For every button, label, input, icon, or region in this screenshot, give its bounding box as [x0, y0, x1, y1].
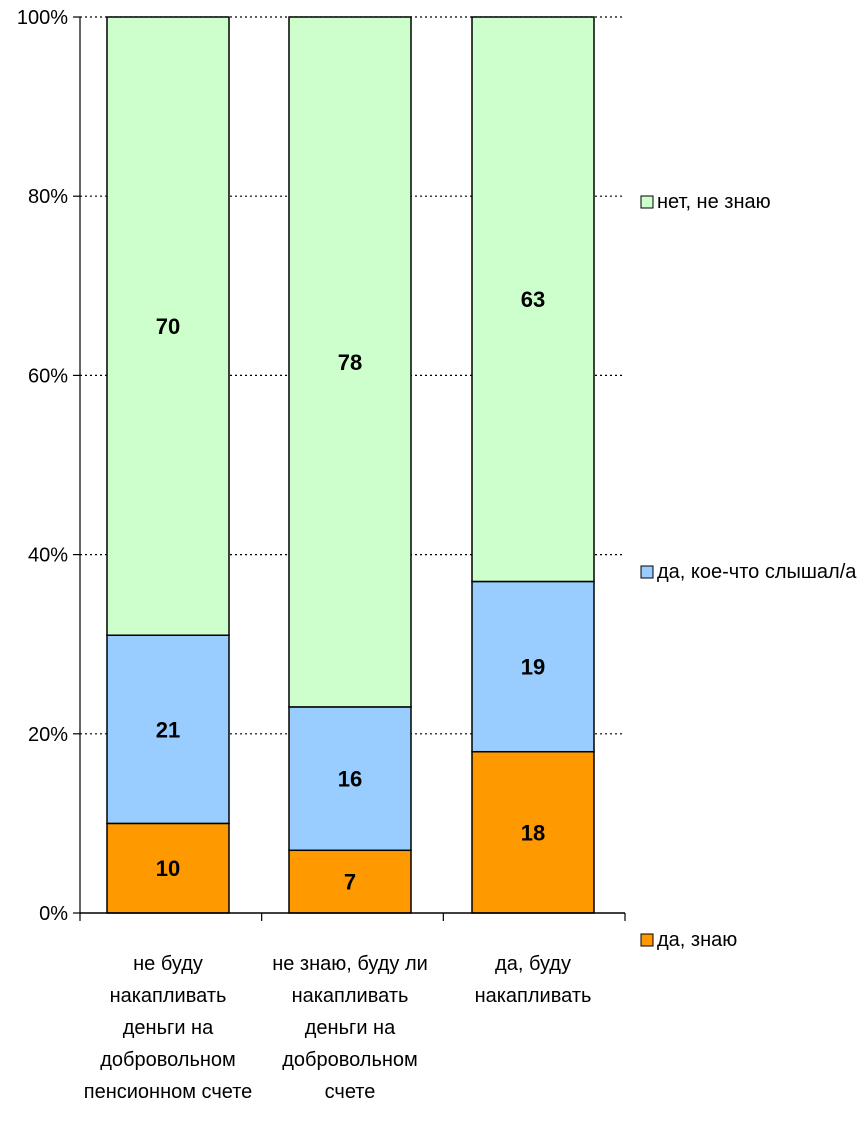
y-tick-label: 0%	[39, 903, 68, 925]
bar-segment-3-2	[288, 16, 412, 708]
data-label: 21	[156, 717, 180, 742]
bar-segment-2-3	[471, 580, 595, 753]
y-tick-label: 40%	[28, 545, 68, 567]
bars: 10 7 18 21 16 19 70 78 63	[106, 16, 595, 914]
legend-swatch	[640, 565, 654, 579]
axes: 0% 20% 40% 60% 80% 100% не буду накапливать день…	[17, 7, 626, 1103]
data-label: 19	[521, 655, 545, 680]
bar-segment-1-1	[106, 822, 230, 914]
x-category-label: да, буду накапливать	[475, 953, 592, 1007]
data-label: 63	[521, 287, 545, 312]
x-category-label: не знаю, буду ли накапливать деньги на добр…	[272, 953, 428, 1103]
data-label: 18	[521, 820, 545, 845]
legend-label: да, знаю	[657, 929, 737, 951]
data-label: 10	[156, 856, 180, 881]
legend: нет, не знаю да, кое-что слышал/а да, знаю	[640, 191, 857, 951]
y-tick-label: 80%	[28, 186, 68, 208]
data-label: 70	[156, 314, 180, 339]
bar-segment-1-3	[471, 750, 595, 914]
x-category-label: не буду накапливать деньги на добровольном п…	[84, 953, 253, 1103]
y-tick-label: 20%	[28, 724, 68, 746]
legend-label: нет, не знаю	[657, 191, 771, 213]
legend-swatch	[640, 195, 654, 209]
legend-swatch	[640, 933, 654, 947]
bar-segment-3-1	[106, 16, 230, 636]
data-label: 78	[338, 350, 362, 375]
bar-segment-3-3	[471, 16, 595, 583]
y-tick-label: 100%	[17, 7, 68, 29]
data-label: 16	[338, 767, 362, 792]
bar-segment-2-1	[106, 634, 230, 825]
data-label: 7	[344, 870, 356, 895]
legend-label: да, кое-что слышал/а	[657, 561, 857, 583]
y-tick-label: 60%	[28, 365, 68, 387]
